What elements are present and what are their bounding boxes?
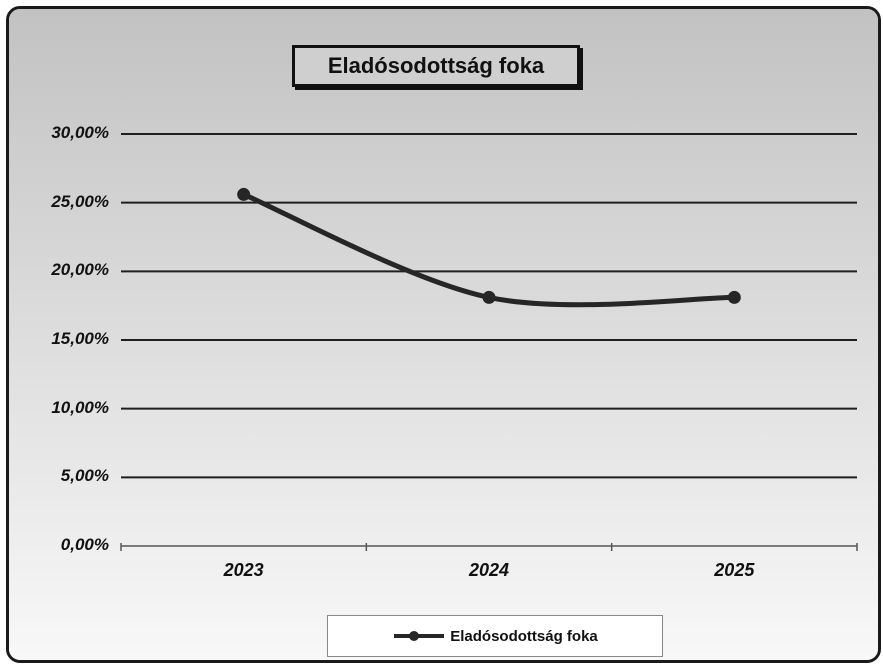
y-tick-label: 30,00% [51,123,109,142]
plot-area [9,9,878,660]
y-tick-label: 5,00% [60,466,109,486]
x-tick-label: 2024 [468,560,510,580]
legend-label: Eladósodottság foka [450,627,598,645]
plot-background [9,9,878,660]
data-point [727,290,741,304]
data-point [237,187,251,201]
x-tick-label: 2023 [223,560,264,580]
x-tick-label: 2025 [714,560,755,580]
chart-frame: Eladósodottság foka 0,00% 5,00% 10,00% 15,0… [6,6,881,663]
chart-title: Eladósodottság foka [292,45,580,87]
legend-swatch [394,631,445,641]
y-tick-label: 20,00% [51,260,109,280]
y-tick-label: 15,00% [51,329,109,348]
y-tick-label: 10,00% [51,397,109,417]
y-tick-label: 25,00% [51,191,109,211]
data-point [482,290,496,304]
y-tick-label: 0,00% [60,535,109,554]
legend: Eladósodottság foka [327,615,663,657]
